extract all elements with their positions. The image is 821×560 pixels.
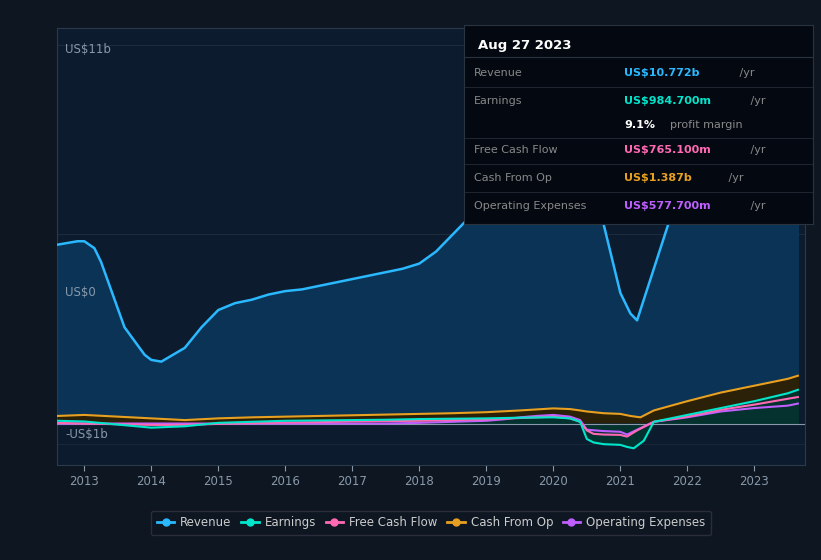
Text: Earnings: Earnings [475,96,523,106]
Text: US$11b: US$11b [65,43,111,57]
Text: profit margin: profit margin [670,120,742,129]
Text: US$577.700m: US$577.700m [624,201,711,211]
Text: US$984.700m: US$984.700m [624,96,711,106]
Text: /yr: /yr [747,96,766,106]
Text: /yr: /yr [747,201,766,211]
Text: Cash From Op: Cash From Op [475,173,553,183]
Text: Free Cash Flow: Free Cash Flow [475,146,558,156]
Text: /yr: /yr [736,68,754,78]
Text: /yr: /yr [747,146,766,156]
Text: US$0: US$0 [65,286,96,299]
Text: Operating Expenses: Operating Expenses [475,201,587,211]
Text: /yr: /yr [725,173,743,183]
Text: -US$1b: -US$1b [65,428,108,441]
Text: US$10.772b: US$10.772b [624,68,699,78]
Legend: Revenue, Earnings, Free Cash Flow, Cash From Op, Operating Expenses: Revenue, Earnings, Free Cash Flow, Cash … [151,511,711,535]
Text: US$765.100m: US$765.100m [624,146,711,156]
Text: Aug 27 2023: Aug 27 2023 [478,39,571,52]
Text: 9.1%: 9.1% [624,120,655,129]
Text: Revenue: Revenue [475,68,523,78]
Text: US$1.387b: US$1.387b [624,173,692,183]
